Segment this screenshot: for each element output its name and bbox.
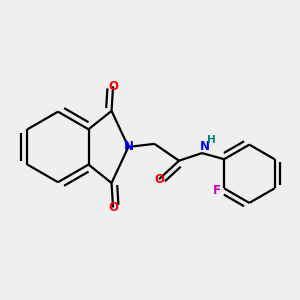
Text: O: O bbox=[108, 201, 118, 214]
Text: O: O bbox=[154, 172, 164, 186]
Text: N: N bbox=[200, 140, 210, 153]
Text: O: O bbox=[108, 80, 118, 93]
Text: F: F bbox=[213, 184, 221, 197]
Text: N: N bbox=[123, 140, 134, 153]
Text: H: H bbox=[207, 135, 216, 145]
